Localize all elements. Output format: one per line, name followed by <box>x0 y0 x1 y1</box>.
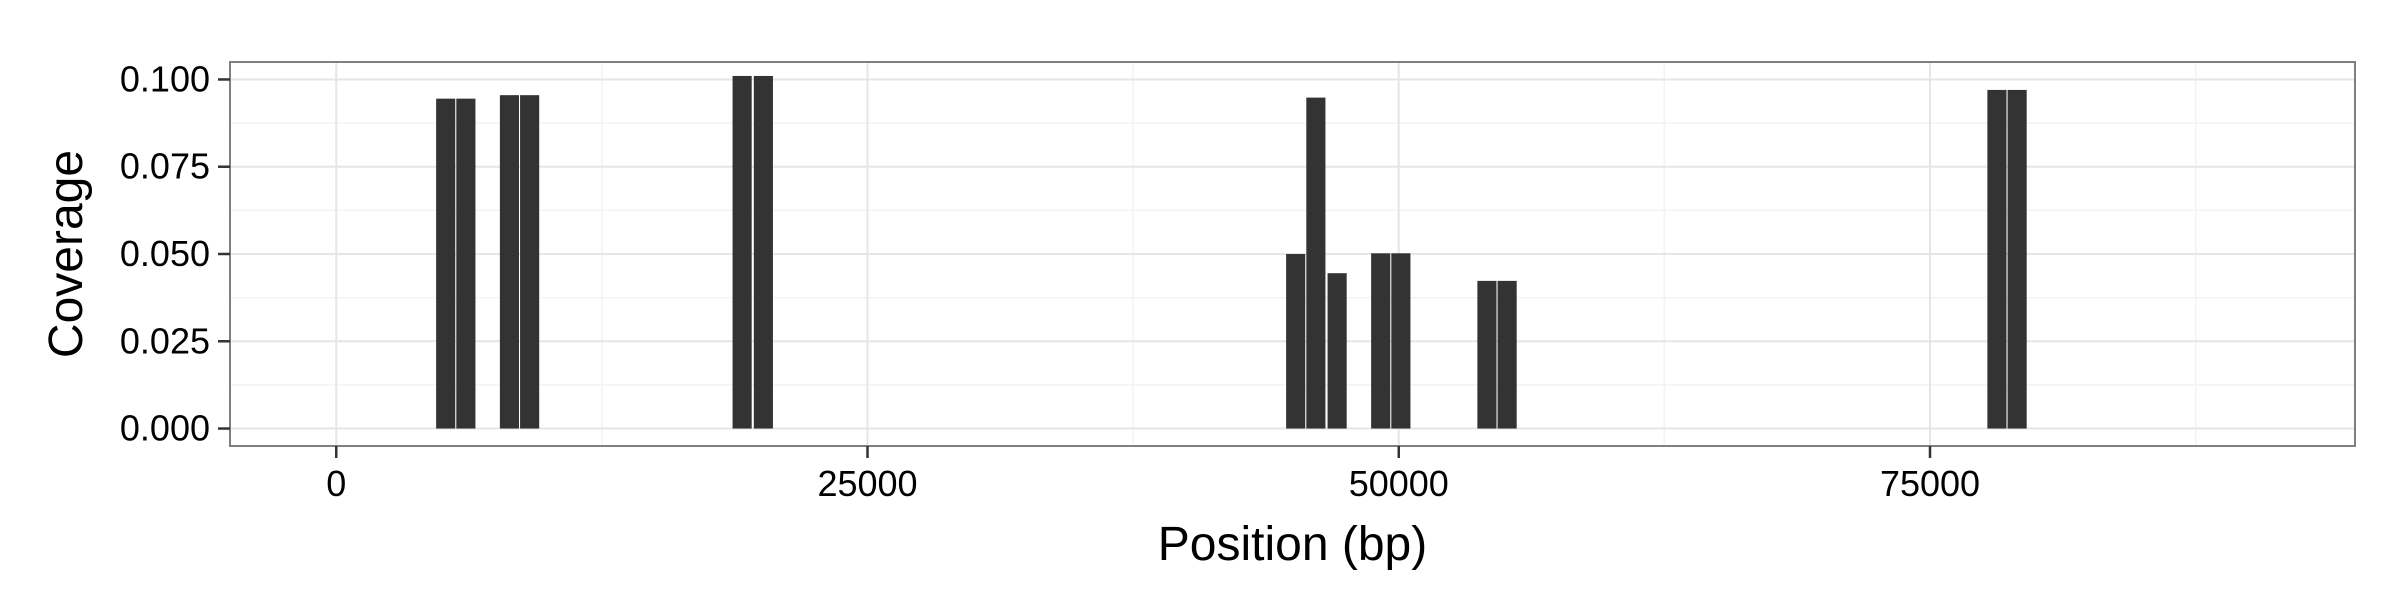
x-tick-label: 25000 <box>817 463 917 504</box>
y-tick-label: 0.075 <box>120 146 210 187</box>
coverage-bar <box>1286 254 1306 429</box>
y-tick-label: 0.050 <box>120 233 210 274</box>
coverage-bar <box>1327 273 1347 429</box>
coverage-bar <box>1477 280 1497 429</box>
bars <box>436 75 2027 429</box>
coverage-bar <box>1391 253 1411 429</box>
coverage-bar <box>732 75 752 429</box>
axis-ticks <box>218 78 1932 458</box>
y-tick-label: 0.000 <box>120 408 210 449</box>
y-tick-label: 0.100 <box>120 58 210 99</box>
tick-labels: 0 25000 50000 75000 0.000 0.025 0.050 0.075 0.10… <box>120 58 1980 504</box>
coverage-bar <box>1306 97 1326 429</box>
coverage-bar <box>1497 280 1517 429</box>
coverage-bar <box>520 95 540 429</box>
coverage-bar <box>499 95 519 429</box>
coverage-bar <box>753 75 773 429</box>
y-axis-title: Coverage <box>40 150 93 358</box>
x-tick-label: 50000 <box>1349 463 1449 504</box>
coverage-bar <box>436 98 456 429</box>
coverage-bar <box>1371 253 1391 429</box>
coverage-bar <box>2007 89 2027 429</box>
x-tick-label: 0 <box>326 463 346 504</box>
x-axis-title: Position (bp) <box>1158 518 1427 571</box>
coverage-bar <box>1987 89 2007 429</box>
coverage-bar <box>456 98 476 429</box>
x-tick-label: 75000 <box>1880 463 1980 504</box>
y-tick-label: 0.025 <box>120 320 210 361</box>
